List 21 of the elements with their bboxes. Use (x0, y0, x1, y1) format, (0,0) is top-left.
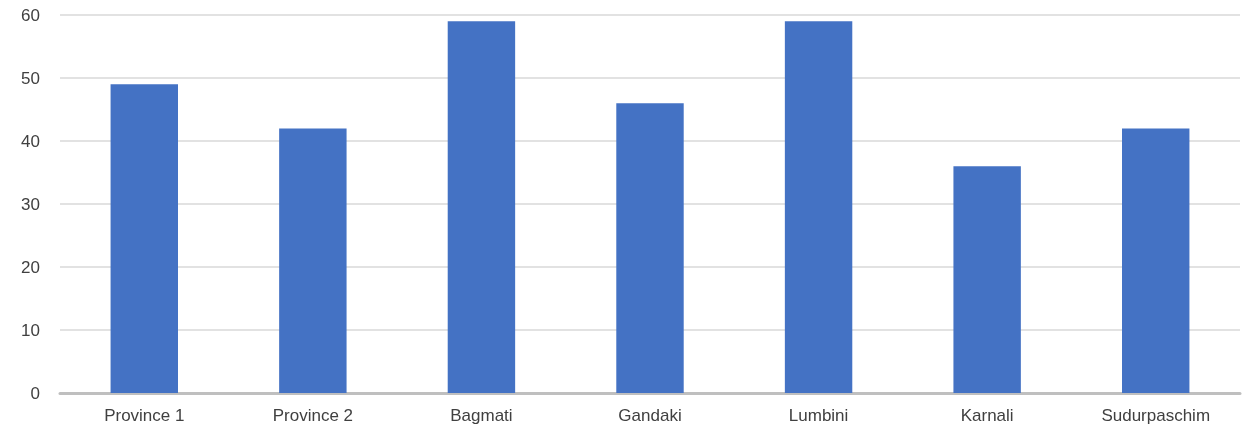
x-tick-label: Province 2 (272, 406, 354, 425)
bar (784, 21, 853, 393)
bar (1122, 128, 1190, 393)
bar (616, 103, 684, 393)
y-tick-label: 50 (21, 68, 40, 88)
y-tick-label: 20 (21, 257, 40, 277)
bar (953, 166, 1021, 393)
x-tick-label: Karnali (960, 406, 1014, 425)
x-tick-label: Province 1 (104, 406, 185, 425)
bar (110, 84, 178, 393)
y-tick-label: 60 (21, 5, 40, 25)
x-tick-label: Sudurpaschim (1101, 406, 1211, 425)
y-tick-label: 10 (21, 320, 40, 340)
x-tick-label: Lumbini (788, 406, 849, 425)
y-tick-label: 0 (30, 383, 40, 403)
bar (279, 128, 347, 393)
x-tick-label: Bagmati (450, 406, 513, 425)
x-tick-label: Gandaki (618, 406, 682, 425)
y-tick-label: 30 (21, 194, 40, 214)
y-tick-label: 40 (21, 131, 40, 151)
bar (447, 21, 516, 393)
